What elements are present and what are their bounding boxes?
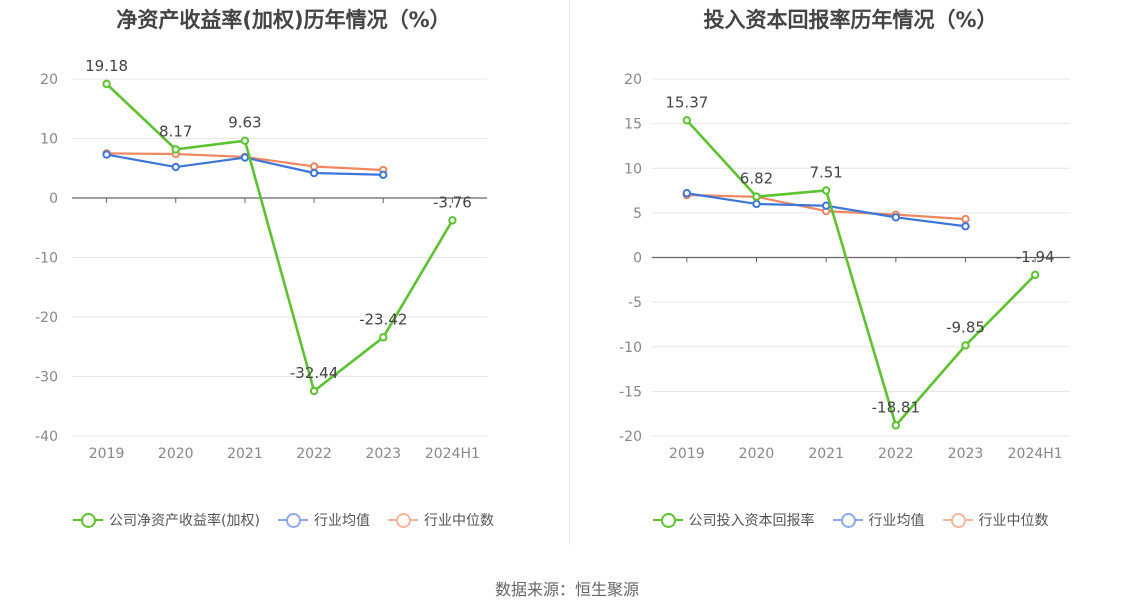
legend-swatch-industry-median xyxy=(942,512,973,528)
legend-label-company-roic: 公司投入资本回报率 xyxy=(688,513,815,529)
legend-swatch-company xyxy=(652,512,683,528)
roic-x-tick-label: 2021 xyxy=(808,446,844,462)
legend-swatch-industry-avg xyxy=(832,512,863,528)
roic-y-tick-label: 15 xyxy=(624,117,642,133)
roe-point-industry-avg[interactable] xyxy=(240,153,250,162)
roe-chart-plot: 20 10 0 -10 -20 -30 -40 2019 2020 2021 2022 2023 202… xyxy=(35,57,487,462)
roe-series-line-company xyxy=(105,82,454,393)
roe-point-industry-avg[interactable] xyxy=(102,150,111,159)
roe-data-label: -3.76 xyxy=(433,193,472,211)
roe-y-tick-label: -10 xyxy=(35,251,58,267)
roe-x-tick-label: 2020 xyxy=(158,446,194,462)
roe-point-company[interactable] xyxy=(448,216,457,225)
legend-swatch-industry-median xyxy=(387,512,418,528)
legend-item-company-roe[interactable]: 公司净资产收益率(加权) xyxy=(73,510,260,530)
legend-item-company-roic[interactable]: 公司投入资本回报率 xyxy=(652,510,815,530)
roic-x-tick-label: 2019 xyxy=(669,446,705,462)
legend-swatch-company xyxy=(73,512,104,528)
roe-data-label: 9.63 xyxy=(228,114,261,132)
panel-divider xyxy=(569,0,570,545)
roic-y-tick-label: -10 xyxy=(619,340,642,356)
legend-item-industry-avg[interactable]: 行业均值 xyxy=(277,510,370,530)
roic-y-tick-label: 20 xyxy=(624,72,642,88)
roe-y-tick-label: -20 xyxy=(35,310,58,326)
roic-point-industry-median[interactable] xyxy=(961,214,970,224)
legend-label-industry-avg: 行业均值 xyxy=(313,513,370,529)
roe-point-company[interactable] xyxy=(171,145,180,154)
roic-y-tick-label: 5 xyxy=(633,206,642,222)
roic-data-label: 15.37 xyxy=(665,93,708,111)
roe-point-company[interactable] xyxy=(309,386,319,396)
roic-x-tick-label: 2023 xyxy=(948,446,984,462)
roic-chart-legend: 公司投入资本回报率 行业均值 行业中位数 xyxy=(567,510,1134,530)
roic-x-tick-label: 2024H1 xyxy=(1008,446,1063,462)
roic-data-label: 7.51 xyxy=(809,163,842,181)
roic-x-tick-label: 2020 xyxy=(739,446,775,462)
roe-x-tick-label: 2023 xyxy=(365,446,401,462)
roe-chart-panel: 净资产收益率(加权)历年情况（%） 20 10 0 -10 -20 -30 -40 2019 2… xyxy=(0,0,567,560)
roe-point-company[interactable] xyxy=(102,79,111,89)
roic-data-label: -1.94 xyxy=(1016,248,1055,266)
roe-x-tick-label: 2022 xyxy=(296,446,332,462)
roic-point-industry-avg[interactable] xyxy=(752,199,761,209)
roic-y-tick-label: -15 xyxy=(619,384,642,400)
roic-point-company[interactable] xyxy=(891,421,901,430)
roic-point-industry-avg[interactable] xyxy=(821,201,831,210)
roic-x-tick-label: 2022 xyxy=(878,446,914,462)
data-source-note: 数据来源：恒生聚源 xyxy=(494,580,639,599)
roe-y-tick-label: -30 xyxy=(35,370,58,386)
roe-x-tick-label: 2019 xyxy=(89,446,125,462)
roe-point-industry-median[interactable] xyxy=(309,162,319,171)
roic-data-label: -9.85 xyxy=(946,318,985,336)
legend-item-industry-median[interactable]: 行业中位数 xyxy=(387,510,494,530)
roic-data-label: -18.81 xyxy=(872,398,920,416)
legend-label-industry-median: 行业中位数 xyxy=(423,513,494,529)
roe-x-tick-label: 2021 xyxy=(227,446,263,462)
roic-y-tick-label: -20 xyxy=(619,429,642,445)
roic-point-company[interactable] xyxy=(1030,270,1040,280)
roic-y-tick-label: 10 xyxy=(624,161,642,177)
roe-data-label: 8.17 xyxy=(159,122,192,140)
roe-y-tick-label: -40 xyxy=(35,429,58,445)
roic-series-line-company xyxy=(685,119,1037,427)
roic-point-industry-avg[interactable] xyxy=(891,213,901,222)
roe-point-company[interactable] xyxy=(379,333,388,342)
legend-label-industry-median: 行业中位数 xyxy=(978,513,1049,529)
roic-point-industry-avg[interactable] xyxy=(682,189,692,198)
roe-point-industry-avg[interactable] xyxy=(171,162,180,172)
roe-y-tick-label: 20 xyxy=(40,72,58,88)
roic-y-tick-label: -5 xyxy=(628,295,642,311)
roic-point-company[interactable] xyxy=(752,192,761,201)
legend-label-company-roe: 公司净资产收益率(加权) xyxy=(109,513,260,529)
roic-point-company[interactable] xyxy=(682,116,692,125)
roic-point-company[interactable] xyxy=(821,186,831,195)
roe-data-label: -23.42 xyxy=(359,310,407,328)
roe-chart-legend: 公司净资产收益率(加权) 行业均值 行业中位数 xyxy=(0,510,567,530)
roe-chart-title: 净资产收益率(加权)历年情况（%） xyxy=(116,8,451,32)
legend-label-industry-avg: 行业均值 xyxy=(868,513,925,529)
roic-data-label: 6.82 xyxy=(740,170,773,188)
legend-item-industry-avg[interactable]: 行业均值 xyxy=(832,510,925,530)
roic-point-industry-avg[interactable] xyxy=(961,222,970,231)
roe-y-tick-label: 0 xyxy=(49,191,58,207)
legend-swatch-industry-avg xyxy=(277,512,308,528)
roe-point-industry-avg[interactable] xyxy=(309,168,319,178)
roic-chart-title: 投入资本回报率历年情况（%） xyxy=(703,8,998,32)
legend-item-industry-median[interactable]: 行业中位数 xyxy=(942,510,1049,530)
roic-chart-panel: 投入资本回报率历年情况（%） 20 15 10 5 0 -5 -10 -15 -20 2019 20… xyxy=(567,0,1134,560)
roe-y-tick-label: 10 xyxy=(40,132,58,148)
roe-data-label: -32.44 xyxy=(290,364,338,382)
roic-chart-plot: 20 15 10 5 0 -5 -10 -15 -20 2019 2020 2021 2022 2023 2… xyxy=(619,72,1070,462)
roe-x-tick-label: 2024H1 xyxy=(425,446,480,462)
roe-data-label: 19.18 xyxy=(85,57,128,75)
roe-point-industry-avg[interactable] xyxy=(379,170,388,179)
roic-y-tick-label: 0 xyxy=(633,251,642,267)
roe-point-company[interactable] xyxy=(240,136,250,145)
roic-point-company[interactable] xyxy=(961,341,970,350)
